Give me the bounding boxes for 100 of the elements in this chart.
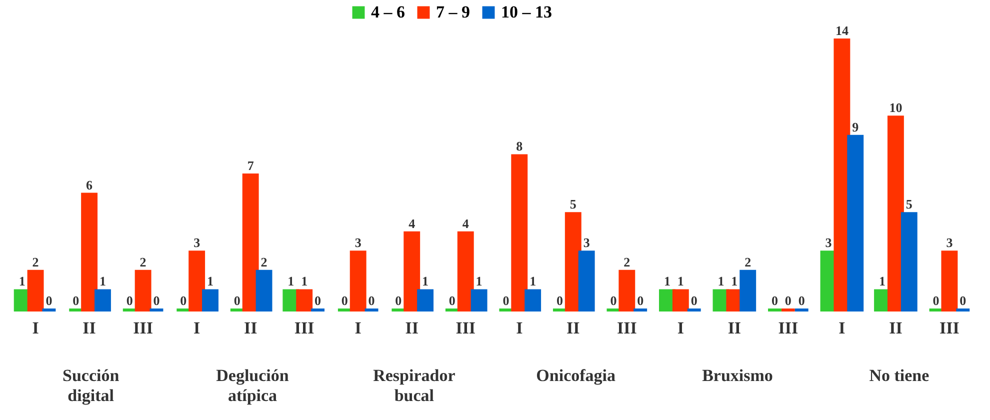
data-label: 0 [234, 293, 240, 308]
x-tick-label: I [838, 318, 846, 338]
legend-label: 7 – 9 [436, 2, 470, 22]
x-tick-label: III [778, 318, 798, 338]
data-label: 1 [422, 274, 429, 289]
bar [404, 231, 420, 312]
text: Succión digital [61, 366, 120, 406]
data-label: 0 [368, 293, 375, 308]
bar [740, 270, 756, 312]
data-label: 0 [960, 293, 966, 308]
x-tick-label: III [133, 318, 154, 338]
data-label: 4 [408, 216, 416, 231]
bar [457, 231, 474, 312]
data-label: 1 [301, 274, 308, 289]
data-label: 1 [530, 274, 536, 289]
bar [256, 270, 272, 312]
data-label: 1 [18, 274, 26, 289]
data-label: 1 [207, 274, 214, 289]
data-label: 10 [889, 100, 902, 116]
x-tick-label: II [728, 318, 742, 338]
data-label: 1 [99, 274, 106, 289]
data-label: 4 [462, 216, 470, 231]
data-label: 9 [852, 119, 860, 134]
x-tick-label: II [82, 318, 96, 338]
data-label: 7 [247, 158, 254, 173]
data-label: 3 [354, 235, 362, 250]
data-label: 3 [825, 235, 832, 250]
text: Onicofagia [536, 366, 616, 387]
data-label: 3 [583, 235, 590, 250]
bar [900, 212, 918, 312]
data-label: 3 [194, 235, 201, 250]
data-label: 2 [624, 254, 630, 270]
data-label: 2 [744, 254, 752, 270]
bar [202, 289, 218, 312]
data-label: 5 [906, 196, 913, 212]
data-label: 0 [126, 293, 133, 308]
text: No tiene [869, 366, 930, 387]
data-label: 0 [932, 293, 940, 308]
x-tick-label: I [354, 318, 362, 338]
data-label: 3 [946, 235, 954, 250]
data-label: 0 [46, 293, 52, 308]
bar [511, 154, 528, 312]
data-label: 0 [556, 293, 563, 308]
data-label: 0 [72, 293, 80, 308]
x-tick-label: I [677, 318, 684, 338]
data-label: 0 [784, 293, 792, 308]
data-label: 0 [341, 293, 348, 308]
bar [524, 289, 542, 312]
bar [94, 289, 111, 312]
data-label: 0 [153, 293, 160, 308]
x-tick-label: II [566, 318, 580, 338]
legend-label: 4 – 6 [371, 2, 405, 22]
data-label: 0 [637, 293, 644, 308]
bar [618, 270, 636, 312]
bar [350, 250, 366, 312]
data-label: 1 [476, 274, 482, 289]
bar [417, 289, 434, 312]
bar [81, 192, 98, 312]
x-tick-label: III [294, 318, 315, 338]
x-tick-label: I [32, 318, 40, 338]
data-label: 1 [677, 274, 684, 289]
bar [941, 250, 958, 312]
bar [578, 250, 595, 312]
data-label: 5 [570, 196, 577, 212]
bar [672, 289, 689, 312]
bar [564, 212, 582, 312]
data-label: 2 [260, 254, 268, 270]
data-label: 6 [86, 177, 94, 192]
data-label: 8 [516, 138, 524, 154]
legend-label: 10 – 13 [501, 2, 552, 22]
bar [27, 270, 44, 312]
data-label: 0 [610, 293, 617, 308]
x-tick-label: III [456, 318, 476, 338]
bar [296, 289, 313, 312]
x-tick-label: II [889, 318, 903, 338]
data-label: 0 [771, 293, 778, 308]
data-label: 0 [395, 293, 402, 308]
bar [188, 250, 206, 312]
data-label: 1 [731, 274, 738, 289]
data-label: 2 [32, 254, 39, 270]
data-label: 2 [140, 254, 146, 270]
x-tick-label: III [616, 318, 638, 338]
data-label: 1 [718, 274, 724, 289]
data-label: 0 [448, 293, 456, 308]
bar [847, 134, 864, 312]
data-label: 0 [690, 293, 698, 308]
bar [242, 174, 259, 312]
data-label: 1 [879, 274, 886, 289]
x-tick-label: I [194, 318, 201, 338]
bar [134, 270, 152, 312]
data-label: 0 [180, 293, 187, 308]
data-label: 0 [798, 293, 805, 308]
data-label: 1 [288, 274, 294, 289]
x-tick-label: II [405, 318, 419, 338]
x-tick-label: I [516, 318, 524, 338]
data-label: 14 [835, 23, 849, 38]
bar [470, 289, 488, 312]
text: Respirador bucal [372, 366, 456, 406]
x-tick-label: II [244, 318, 258, 338]
text: Bruxismo [702, 366, 773, 387]
